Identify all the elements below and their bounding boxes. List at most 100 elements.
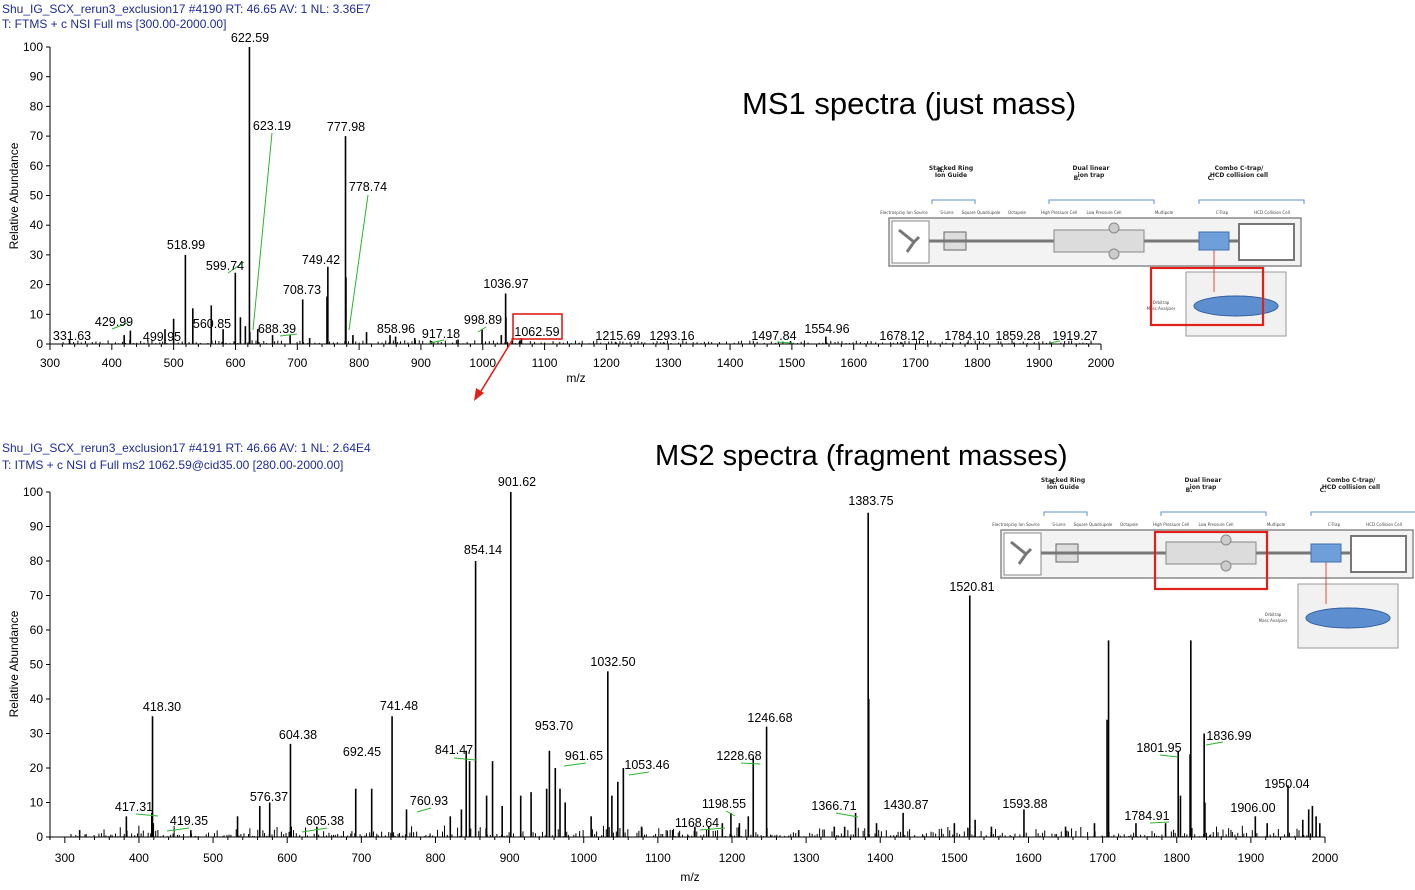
- x-tick-label: 2000: [1088, 356, 1115, 370]
- diagram-section-label: B.: [1074, 175, 1081, 182]
- diagram-section-label: Stacked Ring: [1041, 477, 1085, 484]
- diagram-section-label: A.: [1049, 479, 1056, 486]
- diagram-section-label: ion trap: [1190, 484, 1217, 491]
- diagram-trap-detector: [1220, 534, 1232, 546]
- label-leader-line: [348, 194, 369, 331]
- diagram-component-label: Square Quadrupole: [962, 210, 1001, 215]
- y-tick-label: 100: [23, 40, 43, 54]
- diagram-ctrap: [1310, 543, 1342, 563]
- x-tick-label: 700: [287, 356, 307, 370]
- precursor-highlight-box: [512, 313, 563, 340]
- diagram-component-label: C-Trap: [1216, 210, 1229, 215]
- diagram-section-label: C.: [1208, 175, 1215, 182]
- peak-label: 760.93: [410, 794, 448, 808]
- peak-label: 692.45: [343, 745, 381, 759]
- peak-label: 1950.04: [1264, 777, 1309, 791]
- diagram-orbitrap-electrode: [1193, 295, 1279, 317]
- x-tick-label: 400: [102, 356, 122, 370]
- label-leader-line: [699, 827, 726, 831]
- x-tick-label: 1100: [645, 851, 671, 865]
- ms2-header-line1: Shu_IG_SCX_rerun3_exclusion17 #4191 RT: …: [2, 441, 371, 455]
- peak-label: 599.74: [206, 259, 244, 273]
- y-tick-label: 90: [30, 70, 44, 84]
- y-tick-label: 80: [30, 99, 44, 113]
- x-tick-label: 300: [40, 356, 60, 370]
- peak-label: 778.74: [349, 180, 387, 194]
- diagram-section-label: HCD collision cell: [1210, 172, 1268, 179]
- y-tick-label: 70: [30, 589, 44, 603]
- diagram-bracket: [1310, 511, 1415, 516]
- x-tick-label: 1000: [570, 851, 597, 865]
- peak-label: 1906.00: [1230, 801, 1275, 815]
- precursor-arrowhead: [474, 388, 484, 401]
- label-leader-line: [252, 132, 273, 331]
- x-tick-label: 1000: [469, 356, 496, 370]
- peak-label: 560.85: [193, 317, 231, 331]
- diagram-section-label: Dual linear: [1185, 477, 1222, 484]
- x-tick-label: 900: [411, 356, 431, 370]
- x-tick-label: 600: [225, 356, 245, 370]
- x-tick-label: 1100: [532, 356, 558, 370]
- y-tick-label: 50: [30, 658, 44, 672]
- y-tick-label: 60: [30, 623, 44, 637]
- diagram-highlight-box: [1153, 530, 1269, 591]
- x-tick-label: 500: [203, 851, 223, 865]
- peak-label: 901.62: [498, 475, 536, 489]
- peak-label: 417.31: [115, 800, 153, 814]
- y-tick-label: 0: [36, 337, 43, 351]
- peak-label: 1520.81: [949, 580, 994, 594]
- label-leader-line: [776, 341, 793, 344]
- x-tick-label: 2000: [1312, 851, 1339, 865]
- label-leader-line: [563, 762, 587, 767]
- diagram-bracket: [1198, 199, 1305, 204]
- y-tick-label: 70: [30, 129, 44, 143]
- diagram-ctrap: [1198, 231, 1230, 251]
- x-tick-label: 1800: [1163, 851, 1190, 865]
- x-tick-label: 1600: [840, 356, 867, 370]
- label-leader-line: [1049, 340, 1061, 344]
- peak-label: 777.98: [327, 120, 365, 134]
- peak-label: 605.38: [306, 814, 344, 828]
- peak-label: 1366.71: [811, 799, 856, 813]
- diagram-orbitrap-electrode: [1305, 607, 1391, 629]
- y-tick-label: 0: [36, 830, 43, 844]
- x-tick-label: 1500: [779, 356, 806, 370]
- ms2-spectrum-plot: 0 10 20 30 40 50 60 70 80 90 100 300 400 500 600 700 800…: [23, 475, 1339, 865]
- label-leader-line: [453, 757, 477, 761]
- x-tick-label: 900: [500, 851, 520, 865]
- peak-label: 419.35: [170, 814, 208, 828]
- label-leader-line: [835, 812, 859, 818]
- peak-label: 576.37: [250, 790, 288, 804]
- diagram-section-label: A.: [937, 167, 944, 174]
- diagram-hcd-cell: [1350, 535, 1407, 573]
- label-leader-line: [301, 827, 328, 833]
- diagram-section-label: C.: [1320, 487, 1327, 494]
- ms2-header-line2: T: ITMS + c NSI d Full ms2 1062.59@cid35…: [2, 458, 343, 472]
- x-tick-label: 1900: [1026, 356, 1053, 370]
- x-tick-label: 600: [277, 851, 297, 865]
- label-leader-line: [111, 321, 131, 330]
- peak-label: 1228.68: [716, 749, 761, 763]
- label-leader-line: [416, 807, 432, 813]
- y-tick-label: 50: [30, 189, 44, 203]
- diagram-analyzer-label: Mass Analyzer: [1147, 306, 1176, 311]
- peak-label: 1801.95: [1136, 741, 1181, 755]
- diagram-analyzer-label: Orbitrap: [1153, 300, 1170, 305]
- diagram-component-label: HCD Collision Cell: [1366, 522, 1402, 527]
- x-tick-label: 1900: [1238, 851, 1265, 865]
- peak-label: 858.96: [377, 322, 415, 336]
- y-tick-label: 80: [30, 554, 44, 568]
- peak-label: 1859.28: [995, 329, 1040, 343]
- ms2-title: MS2 spectra (fragment masses): [655, 440, 1068, 472]
- x-tick-label: 1200: [593, 356, 620, 370]
- diagram-ion-source: [1003, 532, 1042, 576]
- peak-label: 841.47: [435, 743, 473, 757]
- diagram-section-label: Stacked Ring: [929, 165, 973, 172]
- ms2-x-axis-label: m/z: [680, 870, 699, 884]
- label-leader-line: [725, 810, 736, 817]
- peak-label: 1678.12: [879, 329, 924, 343]
- diagram-component-label: Octapole: [1120, 522, 1138, 527]
- y-tick-label: 30: [30, 248, 44, 262]
- diagram-trap-detector: [1108, 248, 1120, 260]
- peak-label: 1168.64: [675, 816, 719, 830]
